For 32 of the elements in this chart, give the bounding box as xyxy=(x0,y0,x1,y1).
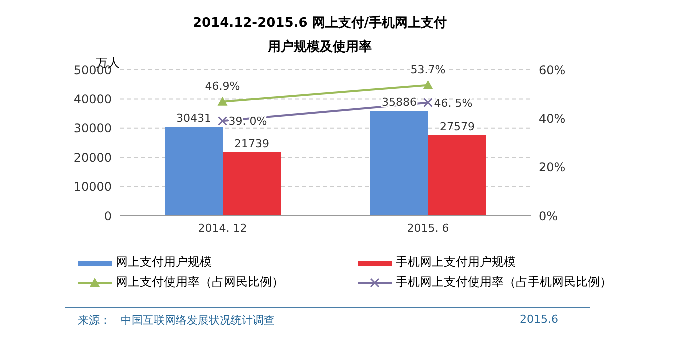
bar xyxy=(428,135,486,216)
y2-tick-label: 20% xyxy=(539,160,566,175)
data-label: 53.7% xyxy=(410,63,446,76)
bar xyxy=(223,152,281,216)
source-note: 来源： xyxy=(78,313,111,328)
y-tick-label: 20000 xyxy=(74,150,112,165)
data-label: 27579 xyxy=(440,120,475,134)
y-tick-label: 10000 xyxy=(74,180,112,194)
legend-label: 手机网上支付用户规模 xyxy=(396,254,516,271)
data-label: 30431 xyxy=(176,112,212,126)
legend-label: 网上支付使用率（占网民比例） xyxy=(116,274,284,291)
point xyxy=(424,98,433,108)
x-tick-label: 2015. 6 xyxy=(407,222,450,235)
point xyxy=(218,116,228,126)
y-tick-label: 0 xyxy=(104,209,112,224)
data-label: 21739 xyxy=(234,138,270,151)
y-tick-label: 30000 xyxy=(74,122,112,136)
bar xyxy=(165,127,223,216)
text: 中国互联网络发展状况统计调查 xyxy=(121,313,275,328)
legend-label: 手机网上支付使用率（占手机网民比例） xyxy=(396,274,612,291)
text: 2015.6 xyxy=(520,313,558,326)
y-tick-label: 40000 xyxy=(74,92,112,106)
y2-tick-label: 40% xyxy=(539,112,566,126)
data-label: 46.9% xyxy=(205,80,240,93)
x-tick-label: 2014. 12 xyxy=(198,222,248,235)
chart-subtitle: 用户规模及使用率 xyxy=(266,38,373,56)
y2-tick-label: 60% xyxy=(539,63,566,78)
bar xyxy=(370,111,428,216)
legend-label: 网上支付用户规模 xyxy=(116,254,212,271)
data-label: 46. 5% xyxy=(434,96,473,110)
chart-title: 2014.12-2015.6 网上支付/手机网上支付 xyxy=(192,14,448,32)
y2-tick-label: 0% xyxy=(539,209,558,224)
